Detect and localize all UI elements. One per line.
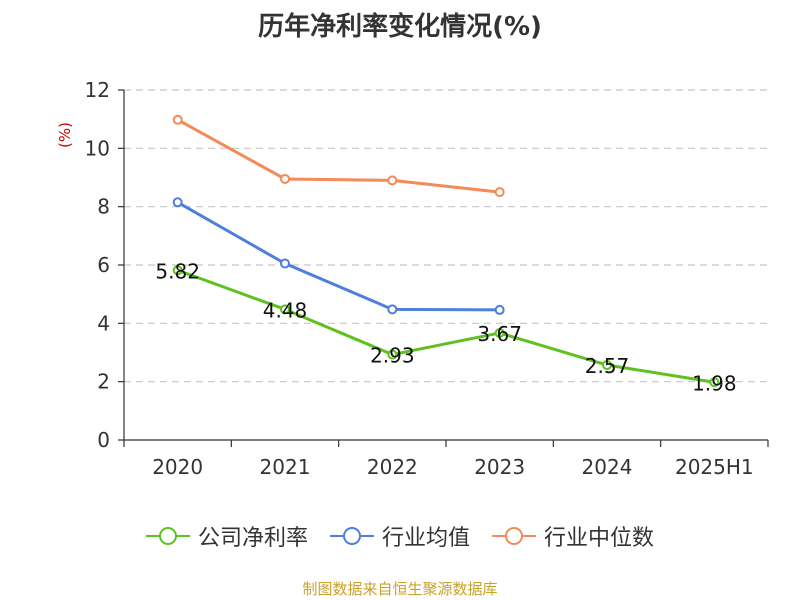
x-tick-label: 2022 xyxy=(367,455,418,479)
data-labels: 5.82 4.48 2.93 3.67 2.57 1.98 xyxy=(155,259,736,395)
y-tick-label: 2 xyxy=(97,370,110,394)
legend-marker-icon xyxy=(145,527,190,545)
y-tick-label: 4 xyxy=(97,311,110,335)
legend: 公司净利率 行业均值 行业中位数 xyxy=(0,520,800,552)
grid-lines xyxy=(124,89,768,383)
data-point xyxy=(387,175,398,186)
data-point xyxy=(494,304,505,315)
legend-label: 公司净利率 xyxy=(197,526,308,551)
x-tick-label: 2025H1 xyxy=(675,455,754,479)
data-point xyxy=(280,173,290,184)
y-tick-label: 8 xyxy=(97,195,110,219)
data-label: 4.48 xyxy=(263,298,308,322)
legend-item-industry-mean[interactable]: 行业均值 xyxy=(329,520,470,552)
data-point xyxy=(280,304,290,315)
legend-label: 行业中位数 xyxy=(544,526,655,551)
data-point xyxy=(172,197,183,208)
series-line xyxy=(177,268,715,384)
chart-title: 历年净利率变化情况(%) xyxy=(258,12,542,42)
legend-item-company[interactable]: 公司净利率 xyxy=(145,520,308,552)
y-tick-label: 12 xyxy=(85,78,110,102)
data-label: 5.82 xyxy=(155,259,200,283)
data-point xyxy=(709,377,720,388)
axes: 0 2 4 6 8 10 12 2020 2021 2022 2023 2024 2025H1 xyxy=(85,78,769,479)
x-tick-label: 2020 xyxy=(152,455,203,479)
data-point xyxy=(494,187,505,198)
legend-marker-icon xyxy=(492,527,536,545)
data-point xyxy=(172,265,183,276)
x-tick-label: 2024 xyxy=(582,455,633,479)
series-line xyxy=(176,118,500,194)
x-tick-label: 2021 xyxy=(260,455,311,479)
legend-item-industry-median[interactable]: 行业中位数 xyxy=(492,520,654,552)
data-point xyxy=(602,360,612,371)
x-tick-label: 2023 xyxy=(474,455,525,479)
source-note: 制图数据来自恒生聚源数据库 xyxy=(302,580,498,598)
y-tick-label: 6 xyxy=(97,253,110,277)
data-label: 2.57 xyxy=(585,354,630,378)
y-tick-label: 10 xyxy=(85,136,110,160)
data-point xyxy=(172,114,183,125)
data-label: 3.67 xyxy=(477,322,522,346)
y-tick-label: 0 xyxy=(97,428,110,452)
series-line xyxy=(176,200,500,312)
legend-marker-icon xyxy=(329,527,374,545)
data-point xyxy=(387,304,398,315)
data-label: 1.98 xyxy=(692,371,737,395)
data-point xyxy=(494,327,505,338)
series-lines xyxy=(172,114,720,388)
data-point xyxy=(280,258,290,269)
data-label: 2.93 xyxy=(370,344,415,368)
legend-label: 行业均值 xyxy=(381,526,470,551)
data-point xyxy=(387,349,398,360)
